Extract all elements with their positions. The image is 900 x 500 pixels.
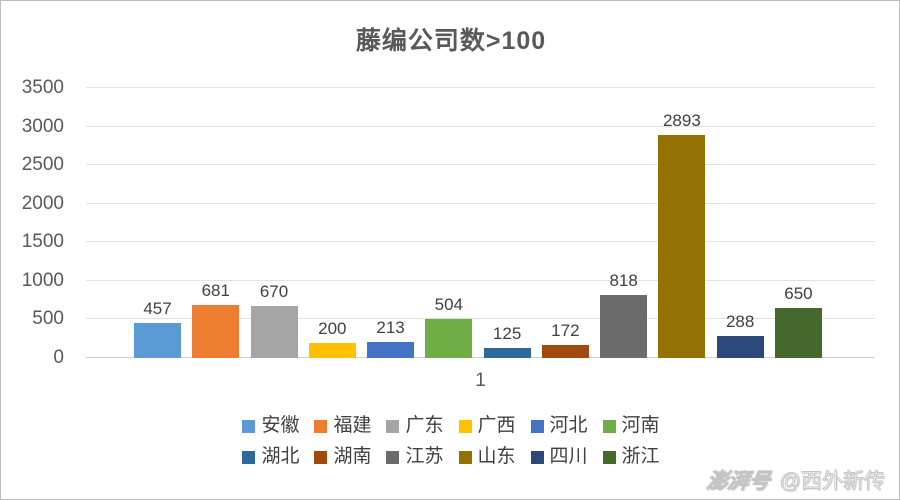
y-tick-label: 3500 [21, 77, 64, 98]
bar-value-label: 172 [551, 320, 580, 340]
legend-item-浙江: 浙江 [602, 446, 660, 468]
gridline-2000 [86, 202, 875, 204]
legend-label: 湖南 [333, 446, 372, 467]
bar-value-label: 288 [725, 311, 755, 331]
bar-四川 [716, 335, 764, 358]
y-tick-label: 0 [53, 347, 64, 368]
bar-value-label: 681 [201, 281, 230, 301]
bar-value-label: 200 [318, 318, 347, 338]
bar-slot-安徽: 457 [134, 88, 181, 358]
legend-label: 河北 [549, 415, 588, 436]
legend-swatch-icon [242, 419, 256, 433]
bar-福建 [192, 305, 240, 358]
bar-slot-广西: 200 [308, 88, 356, 358]
legend-label: 浙江 [621, 446, 660, 467]
legend-label: 江苏 [405, 446, 444, 467]
x-axis-tick-label: 1 [475, 370, 486, 391]
bar-浙江 [774, 307, 822, 358]
legend-label: 山东 [477, 446, 516, 467]
legend-item-河南: 河南 [602, 415, 660, 437]
legend-swatch-icon [242, 450, 256, 464]
y-tick-label: 3000 [21, 115, 64, 137]
bar-value-label: 504 [434, 295, 464, 315]
bar-value-label: 670 [259, 282, 289, 302]
legend-label: 湖北 [261, 446, 300, 467]
y-tick-label: 1500 [21, 231, 64, 253]
legend-row-2: 湖北 湖南 江苏 山东 四川 浙江 [242, 446, 660, 468]
bar-山东 [658, 134, 706, 358]
bar-slot-浙江: 650 [774, 88, 822, 358]
legend-item-河北: 河北 [530, 415, 588, 437]
y-tick-label: 2000 [21, 192, 64, 214]
legend-label: 广东 [405, 415, 444, 436]
bar-河南 [425, 319, 473, 358]
gridline-2500 [86, 164, 875, 166]
legend-label: 四川 [549, 446, 588, 467]
legend-label: 河南 [621, 415, 660, 436]
bar-slot-湖北: 125 [483, 88, 531, 358]
legend-swatch-icon [386, 450, 400, 464]
y-tick-label: 500 [32, 308, 64, 330]
legend-swatch-icon [530, 419, 544, 433]
legend-swatch-icon [314, 419, 328, 433]
bar-value-label: 2893 [662, 110, 701, 130]
legend-item-四川: 四川 [530, 446, 588, 468]
legend-swatch-icon [530, 450, 544, 464]
bar-value-label: 650 [784, 283, 813, 303]
plot-area [86, 87, 875, 358]
gridline-0 [86, 357, 875, 358]
bar-slot-江苏: 818 [600, 88, 648, 358]
bar-广东 [250, 306, 298, 358]
bars: 457 681 670 200 213 504 125 172 818 2893 288 650 [134, 88, 822, 358]
legend-swatch-icon [458, 419, 472, 433]
bar-slot-湖南: 172 [541, 88, 589, 358]
bar-湖北 [483, 348, 531, 358]
legend-item-山东: 山东 [458, 446, 516, 468]
legend-item-安徽: 安徽 [242, 415, 299, 437]
bar-广西 [308, 342, 356, 358]
legend-item-湖南: 湖南 [314, 446, 371, 468]
legend-label: 安徽 [261, 415, 300, 436]
gridline-3500 [86, 87, 875, 88]
legend-item-湖北: 湖北 [242, 446, 299, 468]
gridline-500 [86, 318, 875, 320]
legend-label: 广西 [477, 415, 516, 436]
legend-item-广西: 广西 [458, 415, 516, 437]
legend-swatch-icon [602, 419, 616, 433]
legend-swatch-icon [386, 419, 400, 433]
legend-swatch-icon [602, 450, 616, 464]
legend-row-1: 安徽 福建 广东 广西 河北 河南 [242, 415, 660, 437]
legend-item-福建: 福建 [314, 415, 371, 437]
bar-value-label: 125 [492, 324, 522, 344]
bar-slot-福建: 681 [192, 88, 240, 358]
legend-label: 福建 [333, 415, 372, 436]
bar-value-label: 213 [376, 317, 405, 337]
bar-value-label: 457 [143, 298, 172, 318]
legend-swatch-icon [314, 450, 328, 464]
legend-swatch-icon [458, 450, 472, 464]
bar-湖南 [541, 344, 589, 358]
chart-title: 藤编公司数>100 [355, 27, 547, 55]
gridline-3000 [86, 125, 875, 127]
bar-value-label: 818 [609, 270, 638, 290]
gridline-1500 [86, 241, 875, 243]
legend-item-江苏: 江苏 [386, 446, 444, 468]
legend: 安徽 福建 广东 广西 河北 河南湖北 湖南 江苏 山东 四川 浙江 [1, 415, 899, 468]
bar-江苏 [600, 294, 648, 358]
pengpai-logo: 澎湃号 [704, 470, 772, 494]
y-tick-label: 2500 [21, 154, 64, 176]
bar-slot-河北: 213 [367, 88, 415, 358]
bar-河北 [367, 341, 415, 358]
bar-slot-广东: 670 [250, 88, 298, 358]
bar-slot-河南: 504 [425, 88, 473, 358]
y-tick-label: 1000 [21, 269, 64, 291]
watermark-account: @西外新传 [779, 470, 885, 494]
bar-slot-山东: 2893 [658, 88, 706, 358]
watermark: 澎湃号 @西外新传 [704, 465, 885, 495]
gridline-1000 [86, 279, 875, 281]
legend-item-广东: 广东 [386, 415, 444, 437]
bar-安徽 [134, 322, 181, 358]
bar-slot-四川: 288 [716, 88, 764, 358]
